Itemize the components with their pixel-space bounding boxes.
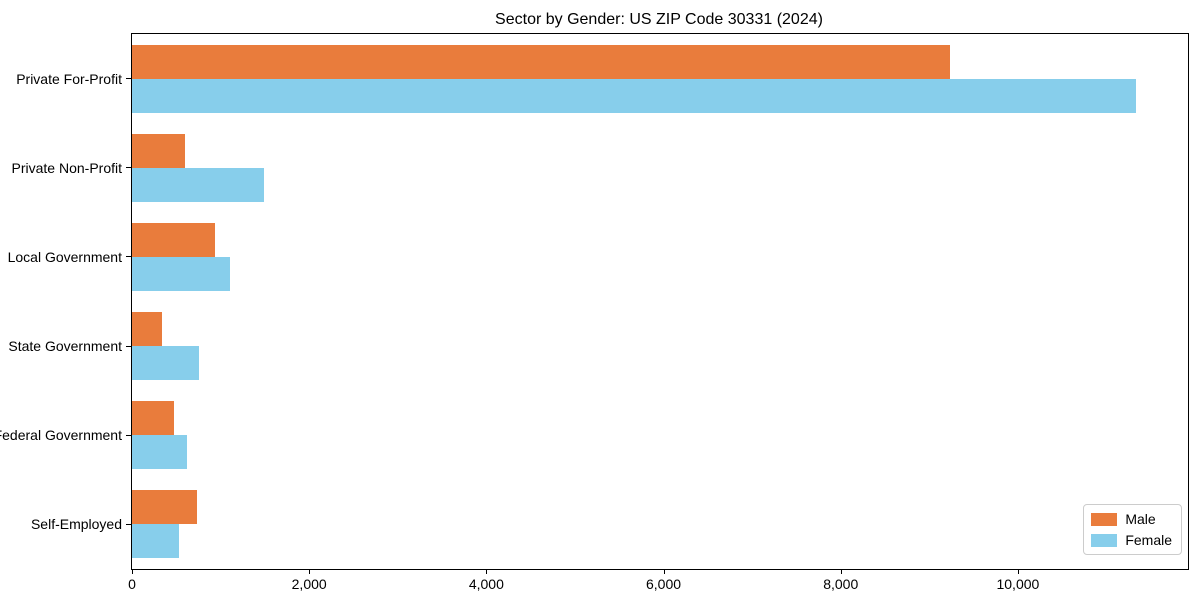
- x-tick-label: 8,000: [823, 576, 859, 592]
- legend: Male Female: [1083, 504, 1182, 555]
- x-tick-label: 6,000: [646, 576, 682, 592]
- bar-female-self-employed: [132, 524, 179, 559]
- x-tick-mark: [486, 569, 488, 574]
- category-label: Self-Employed: [30, 516, 122, 533]
- y-tick-mark: [126, 256, 132, 258]
- bar-female-state-government: [132, 346, 199, 381]
- x-tick-mark: [132, 569, 133, 574]
- female-color-swatch: [1091, 533, 1118, 547]
- bar-female-local-government: [132, 256, 230, 291]
- plot-area: Male Female Private For-Profit Private No…: [0, 33, 1189, 592]
- x-tick-label: 4,000: [468, 576, 504, 592]
- x-tick-mark: [840, 569, 842, 574]
- x-tick-mark: [309, 569, 311, 574]
- category-label: Private For-Profit: [16, 70, 122, 87]
- x-tick-label: 0: [128, 576, 136, 592]
- bar-male-private-for-profit: [132, 44, 950, 79]
- bar-female-private-for-profit: [132, 78, 1136, 113]
- y-tick-mark: [126, 167, 132, 169]
- x-tick-label: 2,000: [291, 576, 327, 592]
- legend-label-female: Female: [1125, 532, 1172, 548]
- x-tick-mark: [1017, 569, 1019, 574]
- y-tick-mark: [126, 345, 132, 347]
- category-label: Federal Government: [0, 427, 122, 444]
- bar-male-private-non-profit: [132, 133, 186, 168]
- legend-label-male: Male: [1125, 511, 1156, 527]
- category-label: Local Government: [7, 248, 122, 265]
- bar-female-private-non-profit: [132, 167, 264, 202]
- category-label: State Government: [8, 338, 122, 355]
- legend-item-male: Male: [1091, 511, 1172, 527]
- y-tick-mark: [126, 523, 132, 525]
- x-tick-label: 10,000: [996, 576, 1040, 592]
- male-color-swatch: [1091, 512, 1118, 526]
- bar-male-self-employed: [132, 490, 197, 525]
- bar-male-local-government: [132, 222, 216, 257]
- category-label: Private Non-Profit: [11, 159, 122, 176]
- bar-female-federal-government: [132, 435, 187, 470]
- bar-male-state-government: [132, 312, 162, 347]
- bar-male-federal-government: [132, 401, 174, 436]
- chart-title: Sector by Gender: US ZIP Code 30331 (202…: [495, 11, 823, 28]
- x-tick-mark: [663, 569, 665, 574]
- y-tick-mark: [126, 434, 132, 436]
- legend-item-female: Female: [1091, 532, 1172, 548]
- y-tick-mark: [126, 78, 132, 80]
